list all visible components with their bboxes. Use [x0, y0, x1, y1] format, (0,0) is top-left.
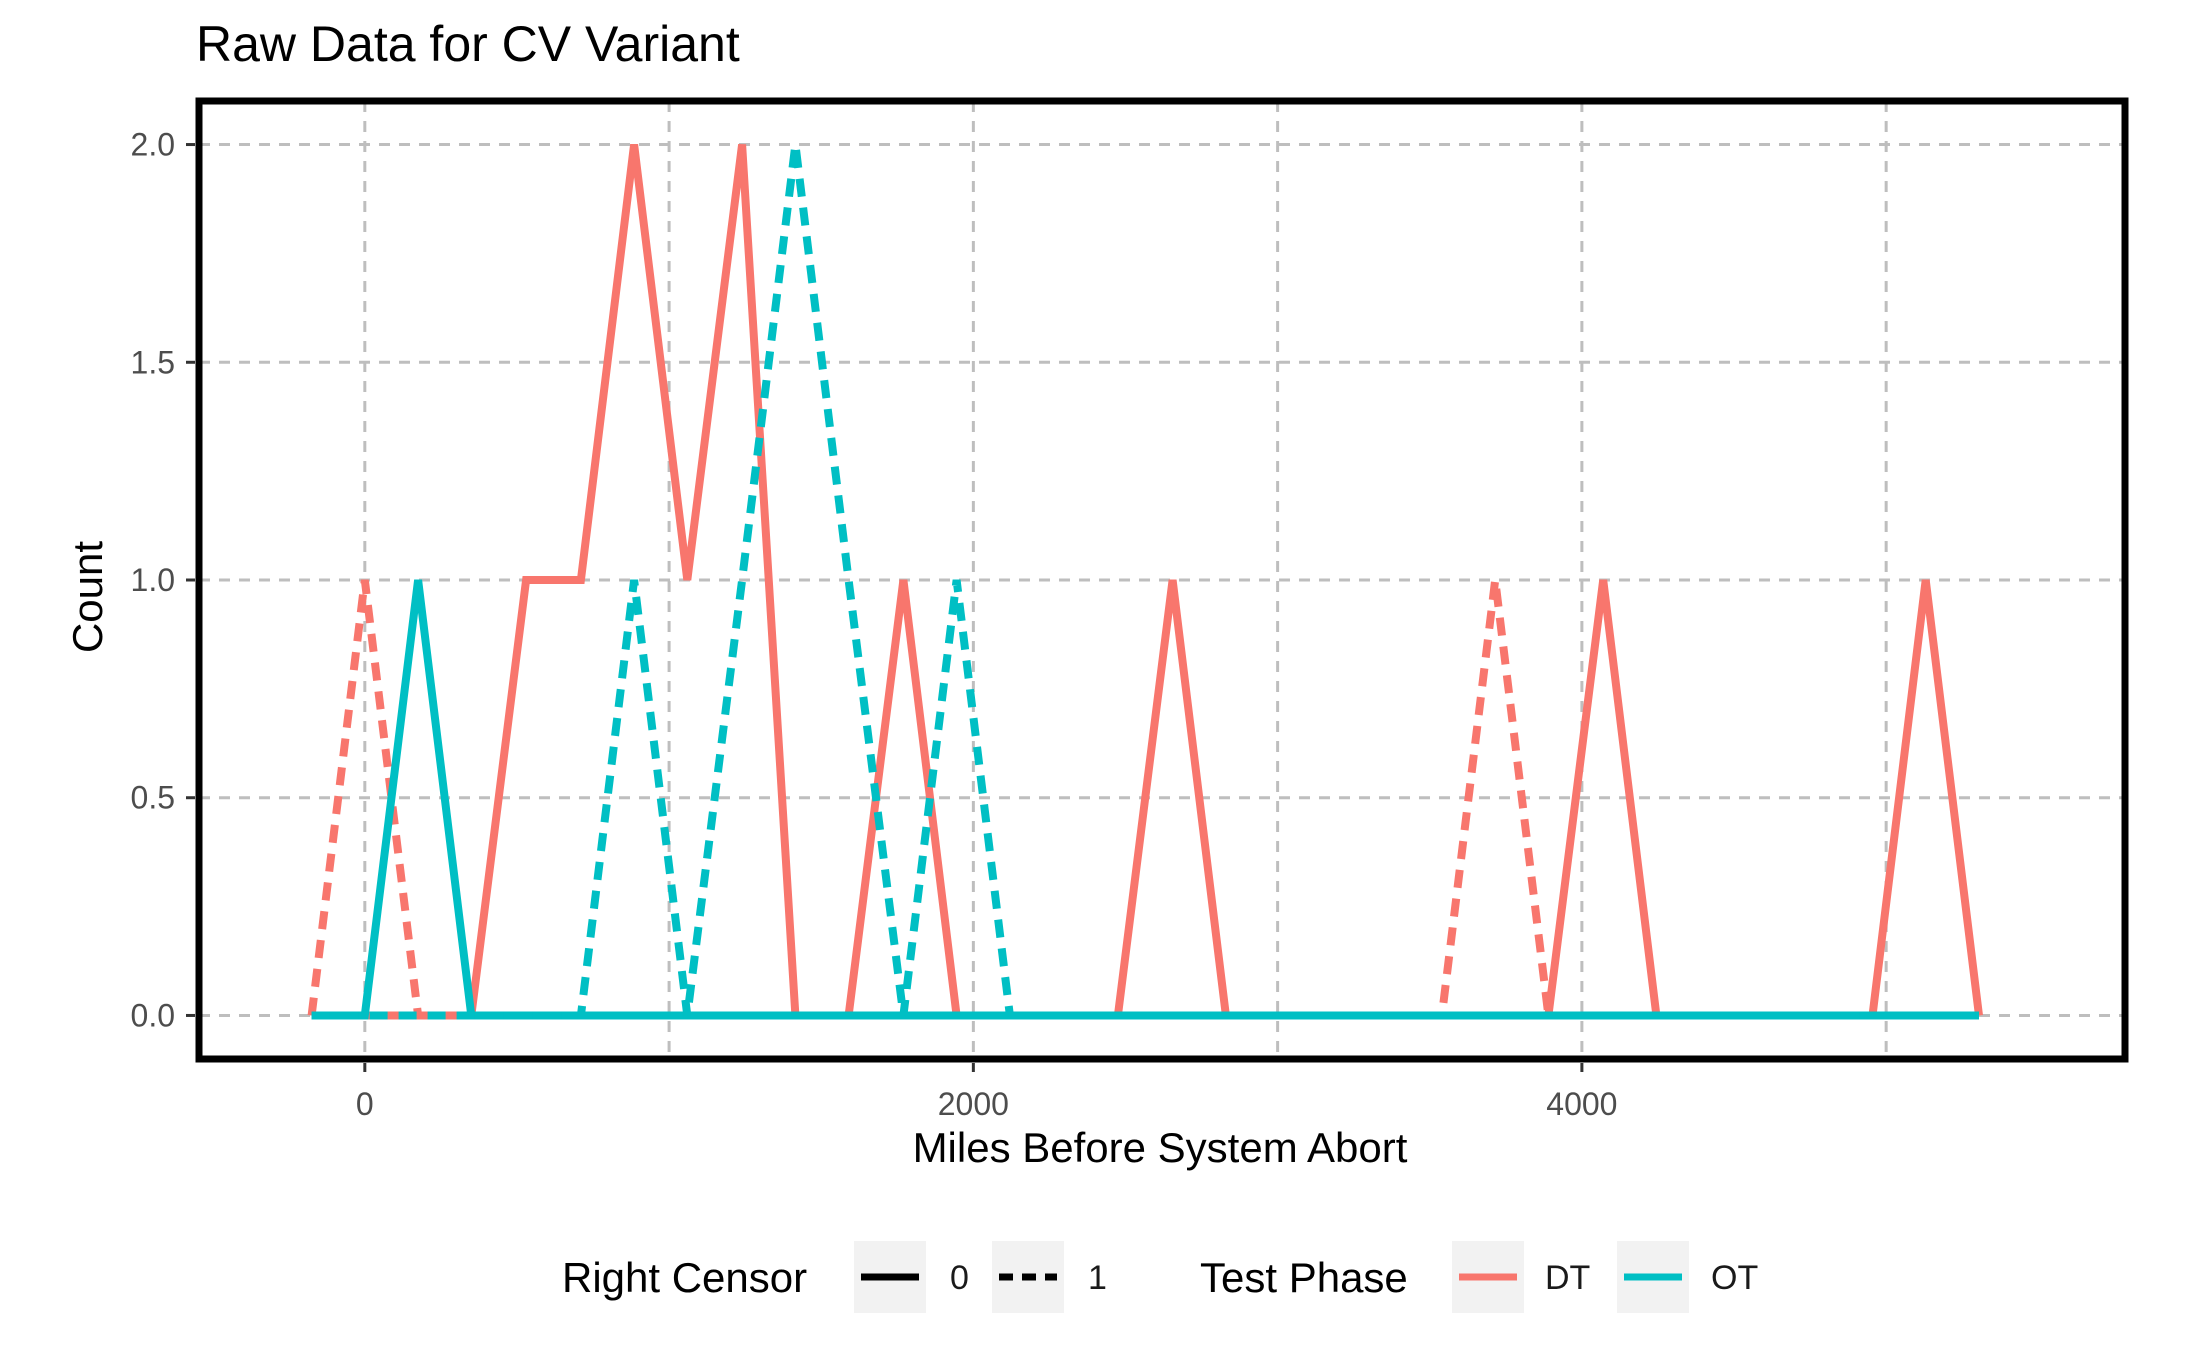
- y-tick-label: 0.0: [131, 997, 175, 1033]
- legend-key-dt: [1452, 1241, 1524, 1313]
- y-tick-label: 2.0: [131, 127, 175, 163]
- axes: 0 2000 4000 0.0 0.5 1.0 1.5 2.0: [131, 127, 1618, 1122]
- legend-label-censor-1: 1: [1088, 1259, 1107, 1297]
- series-lines: [307, 144, 1983, 1020]
- legend-title-right-censor: Right Censor: [562, 1254, 807, 1301]
- legend-key-censor-0: [854, 1241, 926, 1313]
- legend-label-censor-0: 0: [950, 1259, 969, 1297]
- x-tick-label: 2000: [938, 1086, 1009, 1122]
- legend: Right Censor 0 1 Test Phase DT OT: [562, 1241, 1758, 1313]
- legend-label-dt: DT: [1545, 1259, 1590, 1297]
- legend-key-censor-1: [992, 1241, 1064, 1313]
- legend-title-test-phase: Test Phase: [1200, 1254, 1408, 1301]
- y-axis-title: Count: [64, 541, 111, 653]
- x-tick-label: 0: [356, 1086, 374, 1122]
- x-tick-label: 4000: [1546, 1086, 1617, 1122]
- x-axis-title: Miles Before System Abort: [913, 1124, 1408, 1171]
- legend-label-ot: OT: [1711, 1259, 1758, 1297]
- legend-key-ot: [1617, 1241, 1689, 1313]
- series-line-ot-censor-1: [311, 144, 1979, 1020]
- y-tick-label: 1.0: [131, 562, 175, 598]
- y-tick-label: 0.5: [131, 780, 175, 816]
- y-tick-label: 1.5: [131, 344, 175, 380]
- panel-border: [195, 97, 2129, 1063]
- chart-title: Raw Data for CV Variant: [196, 16, 740, 72]
